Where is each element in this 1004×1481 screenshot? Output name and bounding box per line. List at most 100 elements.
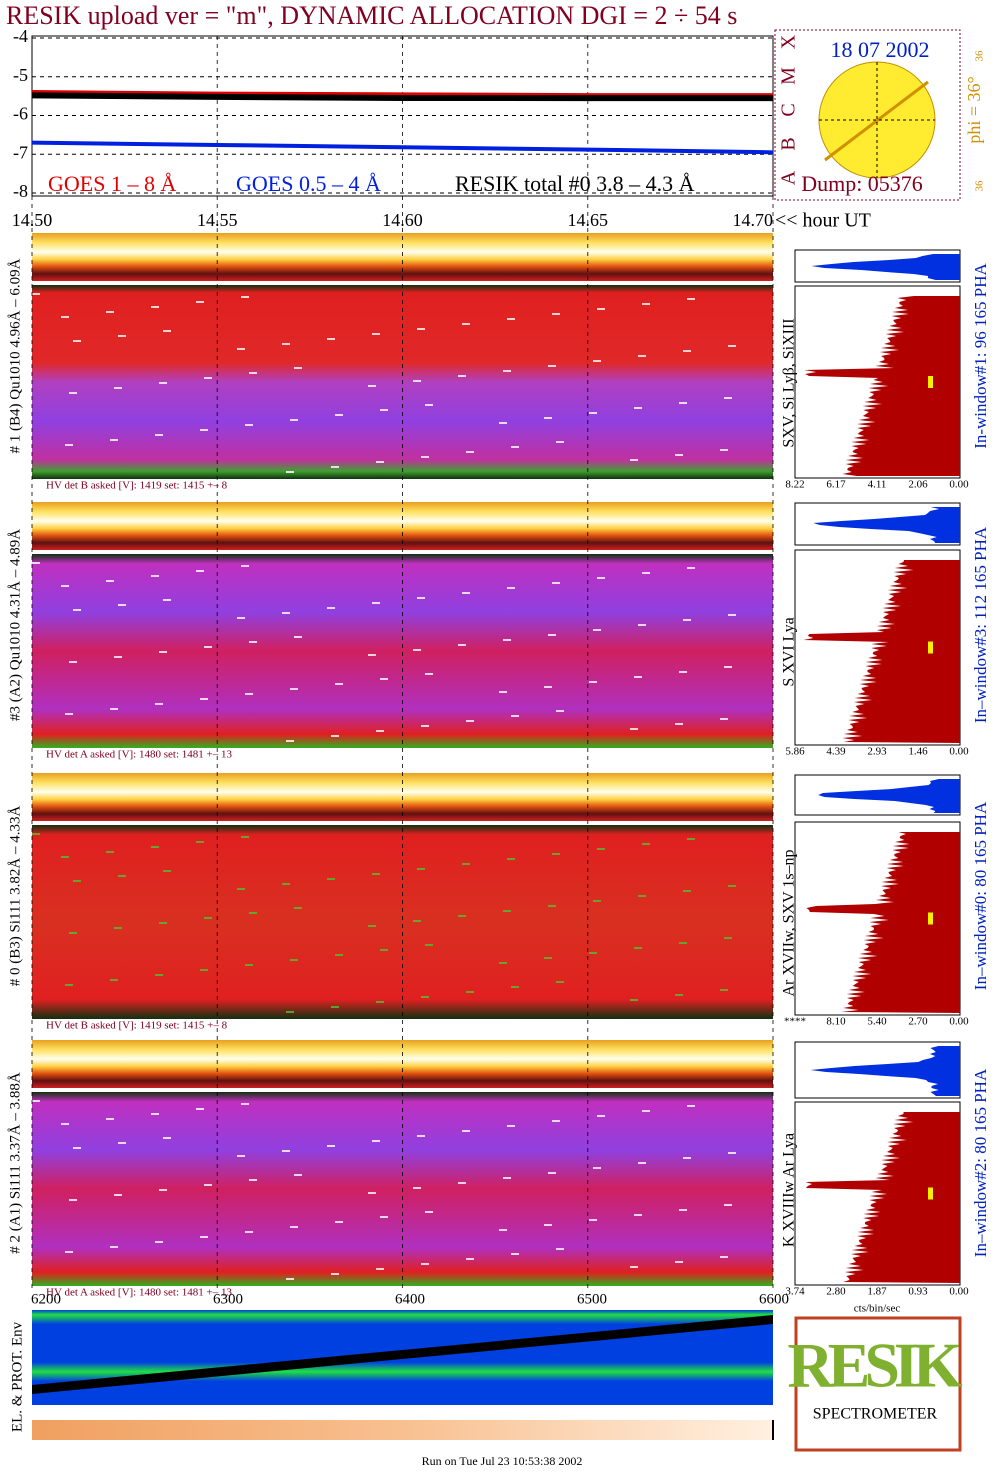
speckle (331, 735, 339, 737)
sun-letter: X (778, 34, 800, 49)
speckle (687, 567, 695, 569)
speckle (593, 629, 601, 631)
speckle (593, 900, 601, 902)
speckle (421, 996, 429, 998)
hist-main (806, 832, 960, 1013)
speckle (61, 1123, 69, 1125)
speckle (458, 1182, 466, 1184)
speckle (380, 949, 388, 951)
speckle (679, 1209, 687, 1211)
hist-tick: 6.17 (826, 479, 846, 491)
speckle (155, 434, 163, 436)
speckle (458, 915, 466, 917)
speckle (65, 984, 73, 986)
speckle (724, 397, 732, 399)
speckle (249, 641, 257, 643)
hist-tick: 0.93 (908, 1286, 928, 1298)
speckle (335, 683, 343, 685)
speckle (114, 656, 122, 658)
speckle (331, 1006, 339, 1008)
speckle (687, 298, 695, 300)
speckle (380, 1216, 388, 1218)
speckle (683, 619, 691, 621)
speckle (597, 1115, 605, 1117)
speckle (282, 343, 290, 345)
hist-tick: 0.00 (949, 1016, 969, 1028)
speckle (200, 698, 208, 700)
speckle (507, 587, 515, 589)
speckle (159, 922, 167, 924)
env-strip (32, 1420, 773, 1440)
hist-tick: 2.93 (867, 746, 887, 758)
panel-window: In–window#0: 80 165 PHA (971, 801, 990, 990)
panel-ylabel: # 1 (B4) Qu1010 4.96Å – 6.09Å (7, 258, 23, 453)
speckle (204, 377, 212, 379)
hist-small (810, 1046, 960, 1096)
x-tick-label: 14.70 (733, 210, 774, 230)
speckle (196, 841, 204, 843)
speckle (376, 461, 384, 463)
orbit-tick: 6300 (213, 1291, 243, 1307)
speckle (32, 833, 40, 835)
speckle (507, 1125, 515, 1127)
hv-label: HV det A asked [V]: 1480 set: 1481 +– 13 (46, 749, 232, 761)
speckle (151, 306, 159, 308)
speckle (675, 994, 683, 996)
speckle (642, 303, 650, 305)
speckle (499, 422, 507, 424)
speckle (118, 875, 126, 877)
speckle (200, 969, 208, 971)
speckle (106, 1118, 114, 1120)
speckle (675, 1261, 683, 1263)
speckle (503, 370, 511, 372)
sun-num: 36 (974, 50, 986, 62)
speckle (503, 639, 511, 641)
speckle (630, 1266, 638, 1268)
speckle (417, 597, 425, 599)
speckle (376, 730, 384, 732)
speckle (294, 367, 302, 369)
speckle (556, 441, 564, 443)
panel-ylabel: # 2 (A1) Si111 3.37Å – 3.88Å (7, 1072, 23, 1254)
speckle (556, 981, 564, 983)
sun-date: 18 07 2002 (831, 37, 930, 62)
legend-entry: RESIK total #0 3.8 – 4.3 Å (455, 171, 695, 196)
speckle (69, 1199, 77, 1201)
orbit-tick: 6600 (759, 1291, 789, 1307)
speckle (499, 962, 507, 964)
speckle (556, 1248, 564, 1250)
legend-entry: GOES 1 – 8 Å (48, 171, 176, 196)
speckle (675, 723, 683, 725)
heat-main (32, 825, 773, 1019)
speckle (73, 880, 81, 882)
hist-tick: 4.11 (868, 479, 887, 491)
speckle (589, 681, 597, 683)
hist-marker (928, 1187, 933, 1200)
speckle (237, 348, 245, 350)
speckle (548, 634, 556, 636)
env-track (32, 1315, 773, 1394)
hist-small (813, 507, 960, 543)
speckle (462, 592, 470, 594)
speckle (114, 387, 122, 389)
speckle (417, 868, 425, 870)
hist-main (805, 1112, 960, 1283)
speckle (679, 942, 687, 944)
orbit-tick: 6200 (31, 1291, 61, 1307)
speckle (73, 609, 81, 611)
speckle (642, 572, 650, 574)
hist-tick: 1.87 (867, 1286, 887, 1298)
hist-marker (928, 912, 933, 925)
panel-lines: Ar XVIIw, SXV 1s–np (781, 849, 798, 996)
speckle (372, 1140, 380, 1142)
speckle (417, 328, 425, 330)
hist-tick: 2.70 (908, 1016, 928, 1028)
y-tick-label: -5 (13, 65, 28, 85)
speckle (159, 382, 167, 384)
speckle (499, 691, 507, 693)
speckle (720, 449, 728, 451)
panel-window: In-window#1: 96 165 PHA (971, 262, 990, 448)
speckle (69, 932, 77, 934)
unit-label: cts/bin/sec (854, 1303, 901, 1315)
speckle (421, 456, 429, 458)
